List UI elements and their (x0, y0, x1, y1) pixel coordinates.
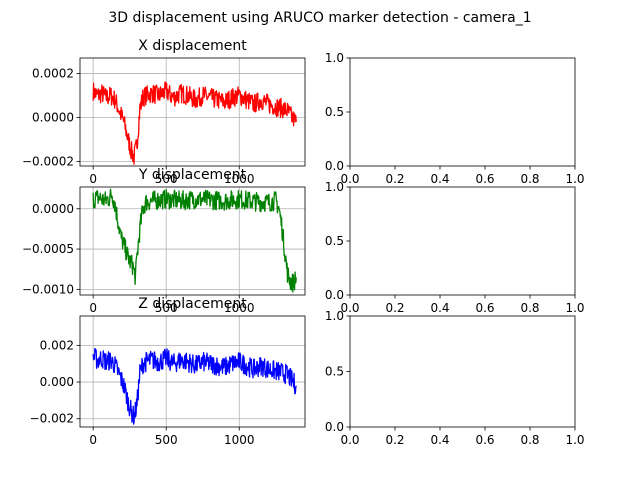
x-tick-label-4: 0.8 (520, 172, 539, 186)
y-tick-label-0: 0.0000 (32, 202, 74, 216)
subplot-2: 0 500 1000 0.0000 −0.0005 −0.0010 Y displaceme… (22, 167, 306, 315)
y-tick-label-2: −0.0010 (22, 282, 74, 296)
y-tick-label-1: 0.000 (40, 375, 74, 389)
subplot-4: 0.0 0.2 0.4 0.6 0.8 1.0 0.0 0.5 1.0 (325, 51, 585, 186)
y-tick-label-2: 1.0 (325, 51, 344, 65)
x-tick-label-2: 1000 (224, 433, 255, 447)
x-tick-label-1: 0.2 (385, 433, 404, 447)
x-tick-label-1: 500 (155, 172, 178, 186)
x-tick-label-1: 0.2 (385, 172, 404, 186)
axes-frame (79, 315, 306, 428)
subplot-3: 0 500 1000 −0.002 0.000 0.002 Z displacement (30, 296, 306, 447)
x-tick-label-5: 1.0 (565, 301, 584, 315)
x-tick-label-2: 1000 (224, 172, 255, 186)
x-tick-label-2: 0.4 (430, 301, 449, 315)
y-tick-label-1: 0.0000 (32, 111, 74, 125)
y-tick-label-1: 0.5 (325, 234, 344, 248)
x-tick-label-0: 0 (89, 301, 97, 315)
y-tick-label-2: 1.0 (325, 309, 344, 323)
x-tick-label-3: 0.6 (475, 433, 494, 447)
x-tick-label-0: 0.0 (340, 172, 359, 186)
subplot-title: Z displacement (138, 296, 247, 312)
y-tick-label-0: 0.0 (325, 288, 344, 302)
y-tick-label-1: 0.5 (325, 365, 344, 379)
series-line-1 (92, 347, 297, 425)
x-tick-label-1: 500 (155, 433, 178, 447)
x-tick-label-3: 0.6 (475, 172, 494, 186)
x-tick-label-0: 0 (89, 433, 97, 447)
y-tick-label-0: 0.0 (325, 420, 344, 434)
y-tick-label-0: −0.002 (30, 412, 74, 426)
x-tick-label-3: 0.6 (475, 301, 494, 315)
series-line-1 (92, 81, 297, 165)
y-tick-label-2: 1.0 (325, 180, 344, 194)
series-line-1 (92, 188, 297, 293)
y-tick-label-1: 0.5 (325, 105, 344, 119)
y-tick-label-0: 0.0 (325, 159, 344, 173)
x-tick-label-1: 500 (155, 301, 178, 315)
axes-frame (79, 57, 306, 167)
figure-suptitle: 3D displacement using ARUCO marker detec… (108, 10, 531, 26)
x-tick-label-1: 0.2 (385, 301, 404, 315)
subplot-6: 0.0 0.2 0.4 0.6 0.8 1.0 0.0 0.5 1.0 (325, 309, 585, 447)
x-tick-label-4: 0.8 (520, 301, 539, 315)
x-tick-label-0: 0 (89, 172, 97, 186)
x-tick-label-2: 1000 (224, 301, 255, 315)
y-tick-label-0: −0.0002 (22, 155, 74, 169)
y-tick-label-2: 0.0002 (32, 66, 74, 80)
y-tick-label-2: 0.002 (40, 338, 74, 352)
x-tick-label-4: 0.8 (520, 433, 539, 447)
subplot-5: 0.0 0.2 0.4 0.6 0.8 1.0 0.0 0.5 1.0 (325, 180, 585, 315)
y-tick-label-1: −0.0005 (22, 242, 74, 256)
subplot-title: X displacement (138, 38, 247, 54)
x-tick-label-0: 0.0 (340, 433, 359, 447)
x-tick-label-2: 0.4 (430, 433, 449, 447)
subplot-title: Y displacement (138, 167, 247, 183)
x-tick-label-5: 1.0 (565, 433, 584, 447)
x-tick-label-5: 1.0 (565, 172, 584, 186)
subplot-1: 0 500 1000 −0.0002 0.0000 0.0002 X displacemen… (22, 38, 306, 186)
axes-frame (79, 186, 306, 296)
x-tick-label-0: 0.0 (340, 301, 359, 315)
x-tick-label-2: 0.4 (430, 172, 449, 186)
